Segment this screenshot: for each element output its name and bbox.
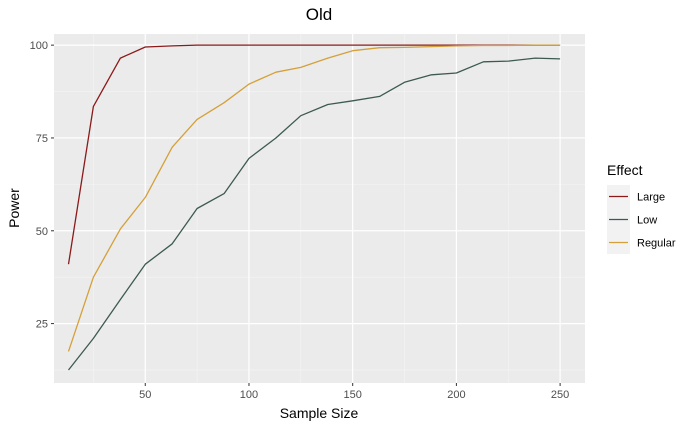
legend-label: Large [637,192,665,204]
legend-item-regular: Regular [607,231,676,254]
chart-title: Old [306,5,332,24]
y-axis-ticks: 25 50 75 100 [30,40,54,331]
y-tick-label: 75 [36,133,48,145]
y-tick-label: 25 [36,319,48,331]
x-tick-label: 150 [344,389,362,401]
legend: Effect Large Low Regular [607,162,676,254]
y-tick-label: 100 [30,40,48,52]
legend-label: Low [637,215,657,227]
x-axis-ticks: 50 100 150 200 250 [139,383,569,401]
plot-panel [54,34,585,383]
x-tick-label: 250 [551,389,569,401]
y-tick-label: 50 [36,226,48,238]
x-axis-title: Sample Size [280,405,359,421]
series-line-low [67,57,561,371]
legend-item-low: Low [607,208,657,231]
legend-item-large: Large [607,185,665,208]
y-axis-title: Power [6,188,22,228]
x-tick-label: 50 [139,389,151,401]
series-lines [67,44,561,371]
series-line-regular [67,44,561,352]
legend-label: Regular [637,238,676,250]
x-tick-label: 200 [447,389,465,401]
grid-minor [54,34,585,383]
x-tick-label: 100 [240,389,258,401]
legend-title: Effect [607,162,643,178]
